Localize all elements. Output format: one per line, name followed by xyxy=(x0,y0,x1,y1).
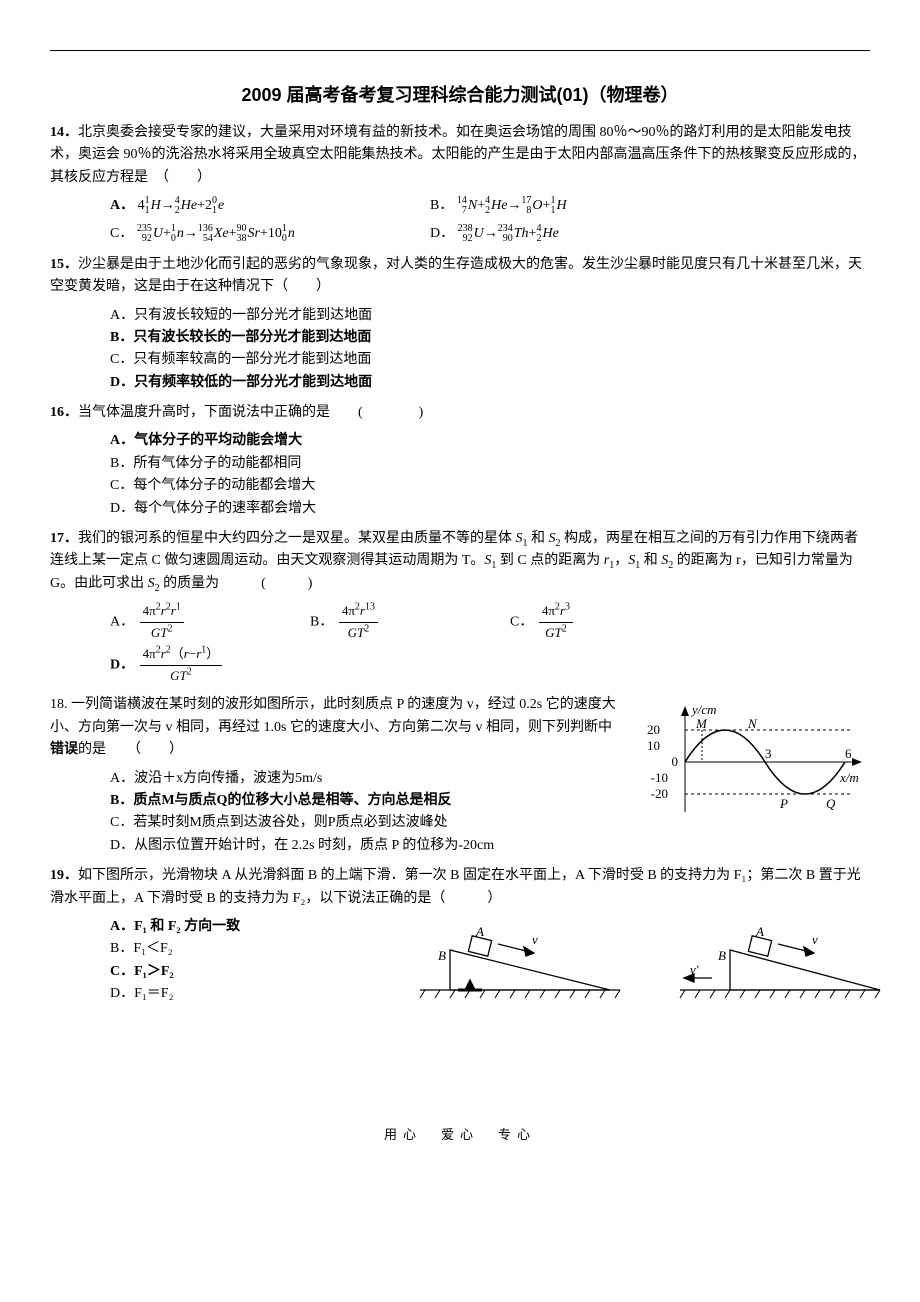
q14-text: 北京奥委会接受专家的建议，大量采用对环境有益的新技术。如在奥运会场馆的周围 80… xyxy=(50,125,866,185)
q15-opt-c: C．只有频率较高的一部分光才能到达地面 xyxy=(110,349,870,371)
q18-wave-chart: y/cm x/m 20 10 0 -10 -20 3 6 M N P Q xyxy=(630,692,870,832)
q14-num: 14． xyxy=(50,125,78,140)
svg-text:B: B xyxy=(438,948,446,963)
q15-num: 15． xyxy=(50,257,78,272)
svg-text:M: M xyxy=(695,716,708,731)
q19-opt-b: B．F₁＜F₂ xyxy=(110,938,270,960)
q17-opt-d: D． 4π2r2（r−r1）GT2 xyxy=(110,644,270,687)
q15-opt-d: D．只有频率较低的一部分光才能到达地面 xyxy=(110,372,870,394)
q16-opt-b: B．所有气体分子的动能都相同 xyxy=(110,453,870,475)
q17-num: 17． xyxy=(50,531,78,546)
q14-opt-a: A． 411H→42He+201e xyxy=(110,195,390,217)
q19-num: 19． xyxy=(50,868,78,883)
q19-diagram-free: A B v v′ xyxy=(670,920,890,1000)
top-rule xyxy=(50,50,870,51)
question-17: 17．我们的银河系的恒星中大约四分之一是双星。某双星由质量不等的星体 S1 和 … xyxy=(50,528,870,595)
q14-opt-c: C． 23592U+10n→13654Xe+9038Sr+1010n xyxy=(110,223,390,245)
q14-options: A． 411H→42He+201e B． 147N+42He→178O+11H … xyxy=(110,195,870,246)
svg-text:A: A xyxy=(755,924,764,939)
svg-text:10: 10 xyxy=(647,738,660,753)
question-14: 14．北京奥委会接受专家的建议，大量采用对环境有益的新技术。如在奥运会场馆的周围… xyxy=(50,122,870,189)
svg-text:v′: v′ xyxy=(690,962,699,977)
q16-text: 当气体温度升高时，下面说法中正确的是 ( ) xyxy=(78,405,423,420)
svg-text:-10: -10 xyxy=(651,770,668,785)
q19-text: 如下图所示，光滑物块 A 从光滑斜面 B 的上端下滑．第一次 B 固定在水平面上… xyxy=(50,868,861,905)
q15-options: A．只有波长较短的一部分光才能到达地面 B．只有波长较长的一部分光才能到达地面 … xyxy=(110,305,870,395)
svg-text:v: v xyxy=(812,932,818,947)
question-19: 19．如下图所示，光滑物块 A 从光滑斜面 B 的上端下滑．第一次 B 固定在水… xyxy=(50,865,870,910)
svg-text:-20: -20 xyxy=(651,786,668,801)
q15-opt-a: A．只有波长较短的一部分光才能到达地面 xyxy=(110,305,870,327)
q18-err: 错误 xyxy=(50,742,78,757)
svg-text:A: A xyxy=(475,924,484,939)
q17-opt-a: A． 4π2r2r1GT2 xyxy=(110,601,270,644)
svg-text:6: 6 xyxy=(845,746,852,761)
svg-text:x/m: x/m xyxy=(839,770,859,785)
q19-options: A．F₁ 和 F₂ 方向一致 B．F₁＜F₂ C．F₁＞F₂ D．F₁＝F₂ xyxy=(110,916,270,1006)
q17-opt-b: B． 4π2r13GT2 xyxy=(310,601,470,644)
question-15: 15．沙尘暴是由于土地沙化而引起的恶劣的气象现象，对人类的生存造成极大的危害。发… xyxy=(50,254,870,299)
q16-options: A．气体分子的平均动能会增大 B．所有气体分子的动能都相同 C．每个气体分子的动… xyxy=(110,430,870,520)
q18-text: 一列简谐横波在某时刻的波形如图所示，此时刻质点 P 的速度为 v，经过 0.2s… xyxy=(50,697,616,734)
q14-opt-d: D． 23892U→23490Th+42He xyxy=(430,223,710,245)
q19-opt-c: C．F₁＞F₂ xyxy=(110,961,270,983)
q19-diagrams: A B v xyxy=(410,920,890,1000)
svg-text:v: v xyxy=(532,932,538,947)
svg-text:0: 0 xyxy=(672,754,679,769)
svg-text:3: 3 xyxy=(765,746,772,761)
svg-text:Q: Q xyxy=(826,796,836,811)
q18-opt-d: D．从图示位置开始计时，在 2.2s 时刻，质点 P 的位移为-20cm xyxy=(110,835,870,857)
question-16: 16．当气体温度升高时，下面说法中正确的是 ( ) xyxy=(50,402,870,424)
q18-num: 18. xyxy=(50,697,68,712)
svg-text:B: B xyxy=(718,948,726,963)
svg-text:y/cm: y/cm xyxy=(690,702,717,717)
q17-opt-c: C． 4π2r3GT2 xyxy=(510,601,670,644)
q16-opt-d: D．每个气体分子的速率都会增大 xyxy=(110,498,870,520)
q19-opt-d: D．F₁＝F₂ xyxy=(110,983,270,1005)
q14-opt-b: B． 147N+42He→178O+11H xyxy=(430,195,710,217)
q16-opt-a: A．气体分子的平均动能会增大 xyxy=(110,430,870,452)
q19-diagram-fixed: A B v xyxy=(410,920,630,1000)
q16-opt-c: C．每个气体分子的动能都会增大 xyxy=(110,475,870,497)
page-title: 2009 届高考备考复习理科综合能力测试(01)（物理卷） xyxy=(50,81,870,110)
svg-text:P: P xyxy=(779,796,788,811)
q16-num: 16． xyxy=(50,405,78,420)
q15-opt-b: B．只有波长较长的一部分光才能到达地面 xyxy=(110,327,870,349)
q17-options: A． 4π2r2r1GT2 B． 4π2r13GT2 C． 4π2r3GT2 D… xyxy=(110,601,870,686)
svg-text:20: 20 xyxy=(647,722,660,737)
q19-opt-a: A．F₁ 和 F₂ 方向一致 xyxy=(110,916,270,938)
svg-text:N: N xyxy=(747,716,758,731)
page-footer: 用心 爱心 专心 xyxy=(50,1125,870,1146)
q15-text: 沙尘暴是由于土地沙化而引起的恶劣的气象现象，对人类的生存造成极大的危害。发生沙尘… xyxy=(50,257,862,294)
